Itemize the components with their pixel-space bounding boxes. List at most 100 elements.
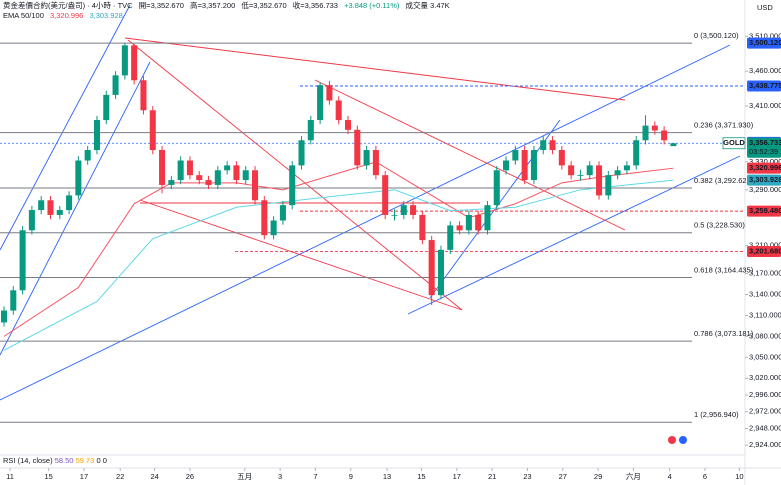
candle-body (419, 214, 426, 241)
ohlc-close: 收=3,356.733 (292, 1, 338, 10)
candle-body (363, 150, 370, 166)
rsi-value: 0 (96, 456, 101, 465)
x-tick-label: 17 (80, 472, 88, 481)
candle-body (279, 205, 286, 221)
y-tick-label: 3,140.000 (749, 289, 781, 298)
fib-label: 0.786 (3,073.181) (694, 329, 754, 338)
last-price-badge (747, 137, 781, 158)
price-badge (747, 80, 781, 92)
candle-body (28, 210, 35, 231)
y-tick-label: 3,210.000 (749, 241, 781, 250)
candle-body (121, 45, 128, 76)
rsi-value: 0 (102, 456, 107, 465)
y-tick-label: 3,080.000 (749, 331, 781, 340)
x-tick-label: 23 (523, 472, 531, 481)
ohlc-low: 低=3,352.670 (241, 1, 287, 10)
candle-body (205, 180, 212, 185)
indicator: EMA 50/100 (3, 11, 44, 20)
y-tick-label: 3,460.000 (749, 66, 781, 75)
candle-body (577, 175, 584, 176)
ohlc-high: 高=3,357.200 (190, 1, 236, 10)
price-badge (747, 37, 781, 49)
x-tick-label: 3 (278, 472, 282, 481)
x-tick-label: 7 (313, 472, 317, 481)
y-tick-label: 3,290.000 (749, 185, 781, 194)
candle-body (149, 110, 156, 151)
ema-value: 3,303.928 (89, 11, 123, 20)
candle-body (623, 165, 630, 171)
candle-body (558, 150, 565, 166)
event-icon (668, 436, 676, 444)
candle-body (568, 165, 575, 176)
candle-body (633, 140, 640, 166)
y-tick-label: 2,948.000 (749, 423, 781, 432)
candle-body (456, 225, 463, 231)
candle-body (651, 125, 658, 131)
rsi-legend: RSI (14, close) 58.50 59.73 0 0 (3, 456, 107, 465)
x-tick-label: 4 (668, 472, 672, 481)
x-tick-label: 26 (186, 472, 194, 481)
symbol-tag (722, 137, 746, 150)
candle-body (484, 205, 491, 231)
icons (668, 436, 687, 444)
trend-line (407, 155, 741, 315)
y-tick-label: 3,330.000 (749, 157, 781, 166)
volume: 成交量 3.47K (405, 1, 450, 10)
x-tick-label: 15 (44, 472, 52, 481)
candle-body (103, 94, 110, 121)
trend-line (314, 79, 626, 231)
candle-body (177, 160, 184, 181)
candle-body (242, 170, 249, 181)
candle-body (326, 85, 333, 101)
candle-body (586, 165, 593, 176)
candle-body (437, 249, 444, 296)
candle-body (159, 150, 166, 185)
candle-body (372, 150, 379, 176)
x-tick-label: 6 (703, 472, 707, 481)
candle-body (382, 175, 389, 215)
candle-body (307, 120, 314, 141)
candle-body (112, 75, 119, 95)
price-badge-label: 3,259.480 (749, 206, 781, 215)
price-badge (747, 162, 781, 174)
header-line: 黄金差價合約(美元/盎司) · 4小時 · TVC 開=3,352.670 高=… (3, 1, 454, 11)
price-badge-label: 3,320.996 (749, 163, 781, 172)
symbol: 黄金差價合約(美元/盎司) · 4小時 · TVC (3, 1, 133, 10)
candle-body (214, 170, 221, 185)
x-tick-label: 22 (116, 472, 124, 481)
rsi-value: 58.50 (54, 456, 74, 465)
candle-body (47, 200, 54, 215)
change: +3.848 (+0.11%) (344, 1, 400, 10)
x-tick-label: 五月 (237, 472, 252, 481)
candle-body (642, 125, 649, 141)
candle-body (512, 150, 519, 161)
candle-body (493, 170, 500, 206)
candle-body (447, 225, 454, 250)
candle-body (391, 214, 398, 216)
candle-body (465, 214, 472, 231)
y-tick-label: 3,020.000 (749, 373, 781, 382)
currency: USD (757, 3, 773, 12)
candle-body (354, 129, 361, 166)
fib-label: 1 (2,956.940) (694, 410, 739, 419)
fib-label: 0.382 (3,292.625) (694, 176, 754, 185)
candle-body (475, 214, 482, 231)
x-tick-label: 21 (488, 472, 496, 481)
candle-body (224, 165, 231, 171)
x-tick-label: 17 (453, 472, 461, 481)
header: 黄金差價合約(美元/盎司) · 4小時 · TVC 開=3,352.670 高=… (3, 1, 454, 21)
symbol-tag-label: GOLD (723, 138, 745, 147)
candle-body (93, 120, 100, 151)
x-tick-label: 9 (349, 472, 353, 481)
y-tick-label: 2,996.000 (749, 390, 781, 399)
countdown: 03:52:39 (749, 147, 778, 156)
candle-body (289, 165, 296, 206)
price-badge-label: 3,500.120 (749, 38, 781, 47)
candle-body (549, 140, 556, 151)
candle-body (233, 165, 240, 181)
candle-body (66, 195, 73, 211)
x-tick-label: 29 (594, 472, 602, 481)
candle-body (84, 150, 91, 161)
